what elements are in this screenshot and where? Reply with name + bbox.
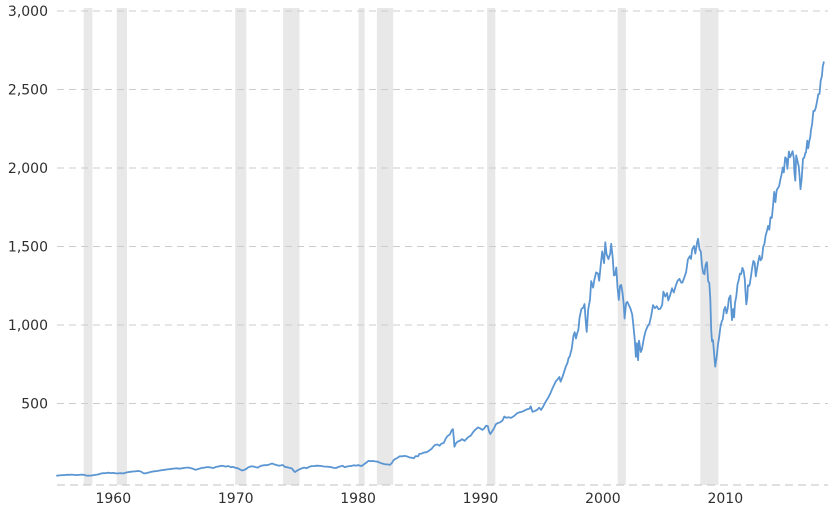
y-axis-label: 3,000 — [8, 4, 48, 20]
y-axis-label: 2,500 — [8, 83, 48, 99]
x-axis-label: 1990 — [463, 491, 499, 507]
y-axis-label: 1,000 — [8, 318, 48, 334]
x-axis-label: 1960 — [95, 491, 131, 507]
price-line — [56, 61, 825, 477]
y-axis-label: 1,500 — [8, 240, 48, 256]
y-axis-label: 500 — [21, 397, 48, 413]
x-axis-label: 1980 — [340, 491, 376, 507]
recession-band — [83, 8, 93, 485]
y-axis-label: 2,000 — [8, 161, 48, 177]
x-axis-label: 2000 — [585, 491, 621, 507]
x-axis-label: 2010 — [707, 491, 743, 507]
x-axis-label: 1970 — [218, 491, 254, 507]
